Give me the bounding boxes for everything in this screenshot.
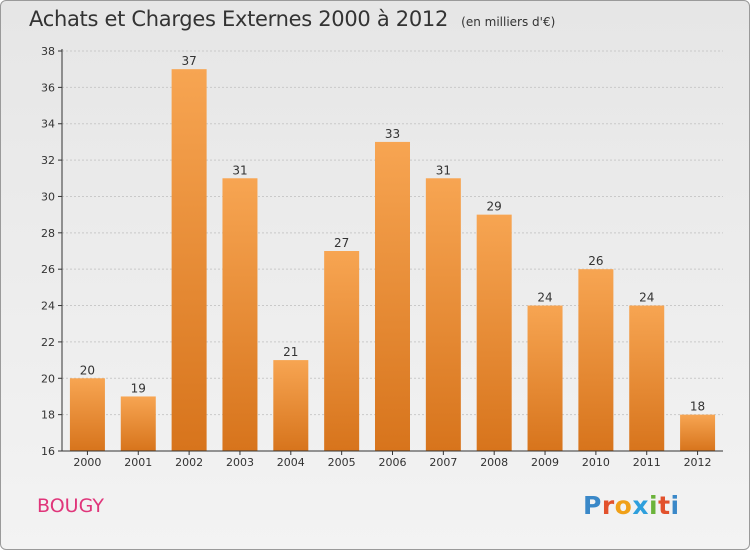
- bars: [69, 69, 716, 452]
- y-tick-label: 24: [41, 300, 55, 313]
- y-tick-label: 20: [41, 372, 55, 385]
- title-row: Achats et Charges Externes 2000 à 2012 (…: [29, 7, 555, 31]
- logo-letter: P: [583, 491, 602, 520]
- x-tick-label: 2001: [124, 456, 152, 469]
- y-tick-label: 34: [41, 118, 55, 131]
- bar: [629, 305, 665, 451]
- x-tick-label: 2011: [633, 456, 661, 469]
- bar: [375, 141, 410, 451]
- x-tick-label: 2002: [175, 456, 203, 469]
- x-tick-label: 2006: [379, 456, 407, 469]
- data-label: 24: [537, 291, 552, 305]
- bar: [527, 305, 563, 451]
- data-label: 26: [588, 254, 603, 268]
- logo-letter: r: [601, 491, 615, 520]
- y-tick-label: 38: [41, 45, 55, 58]
- logo-letter: i: [670, 491, 680, 520]
- y-tick-label: 36: [41, 81, 55, 94]
- data-label: 31: [232, 163, 247, 177]
- data-labels: 20 19 37 31 21 27 33 31 29 24 26 24 18: [80, 54, 705, 413]
- x-tick-label: 2008: [480, 456, 508, 469]
- data-label: 37: [181, 54, 196, 68]
- data-label: 31: [436, 163, 451, 177]
- data-label: 33: [385, 127, 400, 141]
- bar: [171, 69, 207, 451]
- data-label: 29: [487, 200, 502, 214]
- bar: [222, 178, 258, 452]
- bar: [324, 251, 360, 451]
- data-label: 21: [283, 345, 298, 359]
- y-tick-label: 22: [41, 336, 55, 349]
- x-tick-label: 2010: [582, 456, 610, 469]
- x-tick-label: 2004: [277, 456, 305, 469]
- data-label: 24: [639, 291, 654, 305]
- y-tick-label: 18: [41, 409, 55, 422]
- y-tick-label: 30: [41, 190, 55, 203]
- y-tick-label: 16: [41, 445, 55, 458]
- logo-letter: i: [649, 491, 659, 520]
- data-label: 27: [334, 236, 349, 250]
- unit-note: (en milliers d'€): [461, 15, 556, 29]
- place-name: BOUGY: [37, 495, 104, 517]
- axes: 16 18 20 22 24 26 28 30 32 34 36 38 2000 2001 2002 2003…: [41, 45, 723, 469]
- x-tick-label: 2012: [684, 456, 712, 469]
- chart-title: Achats et Charges Externes 2000 à 2012: [29, 7, 449, 31]
- bar: [120, 396, 156, 451]
- x-tick-label: 2007: [429, 456, 457, 469]
- data-label: 19: [131, 381, 146, 395]
- bar: [578, 269, 614, 451]
- bar: [273, 360, 309, 451]
- bar: [680, 414, 716, 451]
- bar: [69, 378, 105, 451]
- logo-letter: o: [614, 491, 633, 520]
- x-tick-label: 2003: [226, 456, 254, 469]
- y-tick-label: 32: [41, 154, 55, 167]
- bar: [425, 178, 461, 452]
- data-label: 18: [690, 400, 705, 414]
- logo-letter: x: [632, 491, 649, 520]
- logo-letter: t: [658, 491, 671, 520]
- y-tick-label: 28: [41, 227, 55, 240]
- y-tick-label: 26: [41, 263, 55, 276]
- x-tick-label: 2005: [328, 456, 356, 469]
- data-label: 20: [80, 363, 95, 377]
- proxiti-logo: Proxiti: [583, 491, 680, 520]
- x-tick-label: 2000: [73, 456, 101, 469]
- x-tick-label: 2009: [531, 456, 559, 469]
- bar: [476, 214, 512, 451]
